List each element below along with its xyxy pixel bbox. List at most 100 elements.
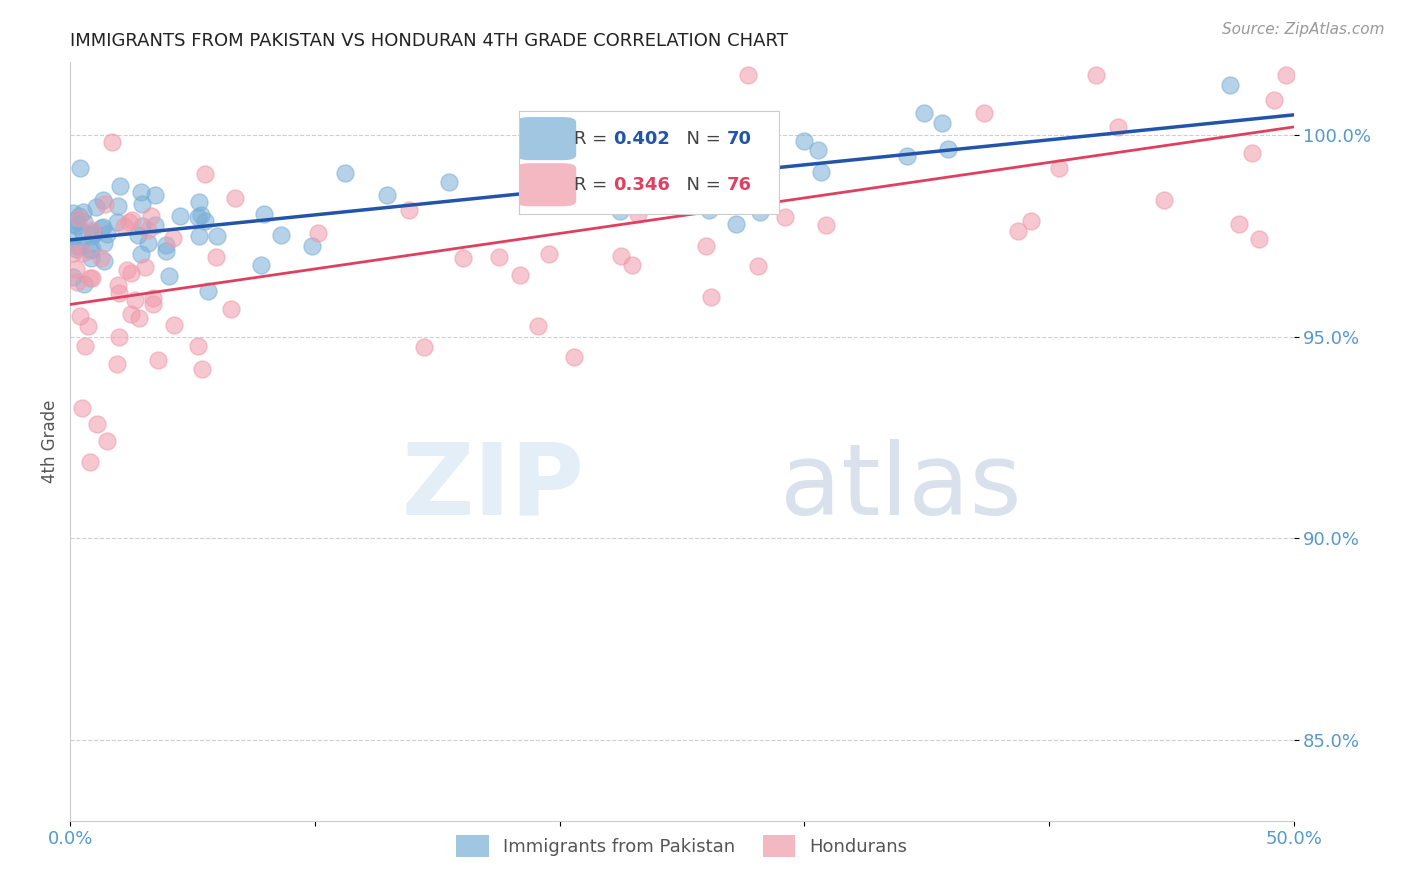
Point [62,228,84,243]
Point [437,175,460,189]
Point [91,193,114,207]
Point [134,260,156,274]
Point [301,239,323,253]
Text: atlas: atlas [780,439,1021,535]
Point [93,235,115,250]
Point [375,187,398,202]
Point [131,219,153,234]
Point [143,187,166,202]
Point [1219,78,1241,93]
Point [70,224,93,238]
Point [80,223,103,237]
Point [143,219,166,233]
Point [1247,232,1270,246]
Point [724,217,747,231]
Point [75,339,97,353]
Point [96,434,118,448]
Point [700,290,723,304]
Point [562,351,585,365]
Point [335,166,357,180]
Point [86,417,108,431]
Point [82,271,104,285]
Text: R =: R = [574,129,613,147]
Point [773,211,796,225]
Point [912,106,935,120]
Point [188,195,211,210]
Point [748,204,770,219]
Point [810,165,832,179]
Point [120,266,142,280]
Text: 70: 70 [727,129,752,147]
Point [79,243,101,257]
Point [65,262,87,277]
Point [127,228,149,243]
Point [1007,224,1029,238]
Point [695,239,717,253]
Point [973,106,995,120]
Point [129,247,152,261]
Point [90,220,112,235]
Point [101,135,124,149]
Point [70,401,93,415]
Point [204,250,226,264]
Point [936,142,959,156]
Point [896,148,918,162]
Point [527,319,550,334]
Text: N =: N = [675,129,727,147]
Text: 76: 76 [727,176,752,194]
Point [80,251,103,265]
Point [398,202,420,217]
Point [136,236,159,251]
Point [118,215,141,229]
Point [67,211,90,225]
Point [190,208,212,222]
Point [67,210,90,224]
Point [807,143,830,157]
Point [250,258,273,272]
Point [141,209,163,223]
Point [142,291,165,305]
Point [124,293,146,307]
Point [162,318,184,332]
Point [142,297,165,311]
Point [194,167,217,181]
Point [90,251,112,265]
Point [155,244,177,258]
Point [453,252,475,266]
Point [737,68,759,82]
Point [96,227,118,241]
Point [1227,217,1250,231]
Point [157,269,180,284]
Point [270,227,292,242]
Point [105,357,128,371]
Point [621,258,644,272]
Point [609,204,631,219]
Point [66,239,89,253]
Point [115,263,138,277]
Point [62,217,84,231]
Point [128,310,150,325]
Point [65,242,87,256]
Point [187,339,209,353]
Point [205,229,228,244]
Text: IMMIGRANTS FROM PAKISTAN VS HONDURAN 4TH GRADE CORRELATION CHART: IMMIGRANTS FROM PAKISTAN VS HONDURAN 4TH… [70,32,789,50]
Point [224,191,246,205]
Point [82,242,104,256]
Point [219,302,242,317]
Point [93,196,115,211]
Point [626,207,648,221]
Point [73,277,96,291]
Point [509,268,531,282]
Point [1240,145,1263,160]
Point [155,237,177,252]
Point [82,227,104,241]
Point [1107,120,1129,134]
Point [1153,194,1175,208]
Text: ZIP: ZIP [401,439,583,535]
Point [131,197,153,211]
Point [724,139,747,153]
Point [191,362,214,376]
Point [120,307,142,321]
Point [413,340,436,354]
Point [609,167,631,181]
